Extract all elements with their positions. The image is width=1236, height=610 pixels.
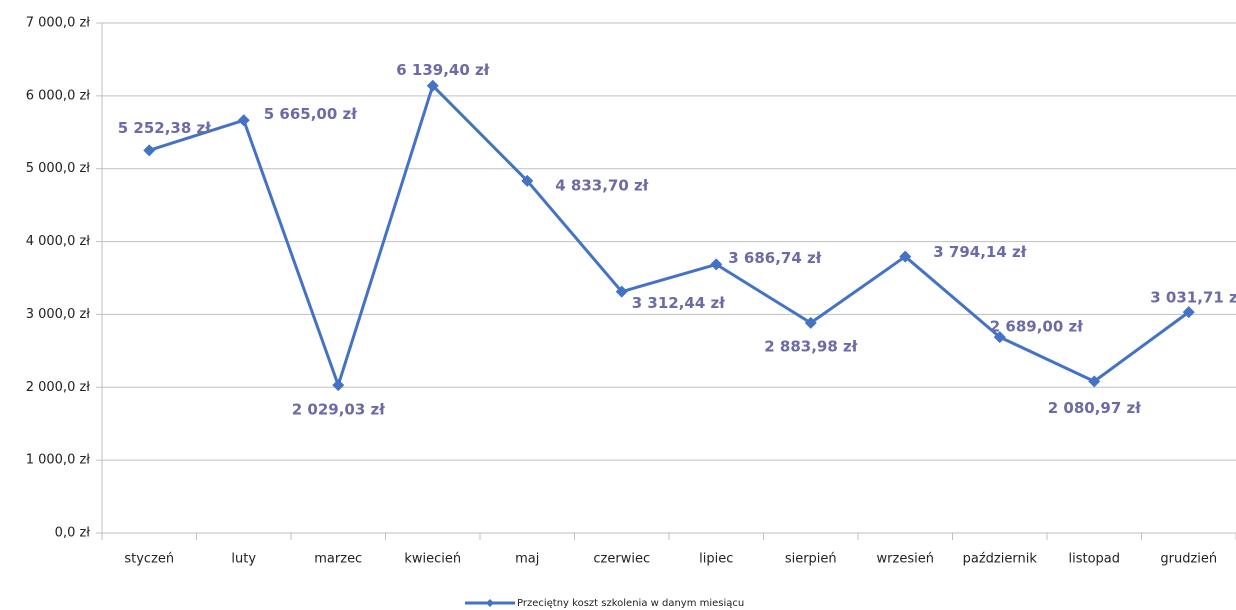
data-label: 3 031,71 zł [1150, 289, 1236, 307]
x-tick-label: październik [963, 552, 1038, 567]
legend-label: Przeciętny koszt szkolenia w danym miesi… [517, 598, 744, 609]
data-point [426, 79, 439, 92]
data-label: 2 080,97 zł [1048, 399, 1141, 417]
data-label: 3 312,44 zł [632, 294, 725, 312]
data-point [1182, 306, 1195, 319]
data-point [1088, 375, 1101, 388]
data-point [143, 144, 156, 157]
y-tick-label: 1 000,0 zł [26, 453, 91, 468]
x-tick-label: listopad [1068, 552, 1120, 567]
data-point [332, 379, 345, 392]
x-tick-label: maj [515, 552, 539, 567]
data-label: 3 686,74 zł [728, 249, 821, 267]
data-point [521, 174, 534, 187]
x-tick-label: czerwiec [593, 552, 650, 567]
y-tick-label: 2 000,0 zł [26, 380, 91, 395]
x-tick-label: kwiecień [404, 552, 461, 567]
data-point [899, 250, 912, 263]
y-tick-label: 5 000,0 zł [26, 161, 91, 176]
legend-marker [486, 599, 494, 607]
data-point [993, 331, 1006, 344]
data-point [804, 316, 817, 329]
data-label: 4 833,70 zł [555, 176, 648, 194]
data-label: 2 883,98 zł [764, 337, 857, 355]
series-line [148, 84, 1190, 387]
data-label: 6 139,40 zł [396, 61, 489, 79]
x-tick-label: grudzień [1160, 552, 1217, 567]
data-point [710, 258, 723, 271]
y-tick-label: 6 000,0 zł [26, 88, 91, 103]
x-tick-label: styczeń [124, 552, 174, 567]
data-point [237, 114, 250, 127]
data-label: 5 665,00 zł [264, 105, 357, 123]
data-label: 2 029,03 zł [292, 401, 385, 419]
x-tick-label: marzec [314, 552, 362, 567]
y-tick-label: 7 000,0 zł [26, 16, 91, 31]
y-tick-label: 3 000,0 zł [26, 307, 91, 322]
y-tick-label: 4 000,0 zł [26, 234, 91, 249]
y-tick-label: 0,0 zł [55, 526, 91, 541]
x-tick-label: lipiec [699, 552, 733, 567]
x-tick-label: wrzesień [877, 552, 934, 567]
x-tick-label: sierpień [785, 552, 837, 567]
data-label: 3 794,14 zł [933, 243, 1026, 261]
data-label: 2 689,00 zł [990, 318, 1083, 336]
data-label: 5 252,38 zł [118, 119, 211, 137]
data-point [615, 285, 628, 298]
x-tick-label: luty [231, 552, 256, 567]
